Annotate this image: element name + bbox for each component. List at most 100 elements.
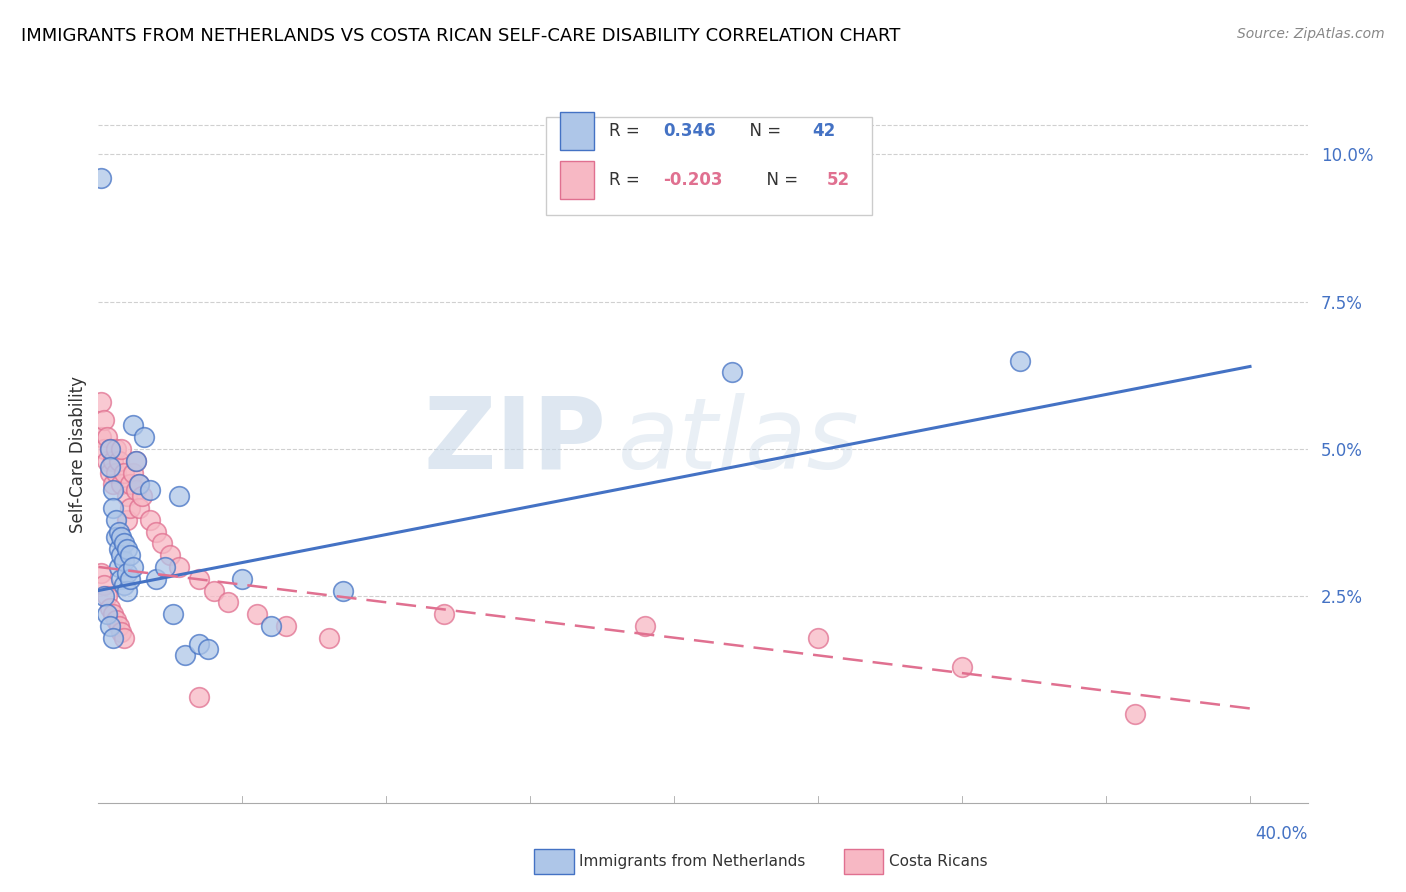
Point — [120, 477, 142, 491]
Text: N =: N = — [740, 122, 786, 140]
Point — [110, 548, 132, 562]
Point — [96, 454, 118, 468]
Point — [1123, 707, 1146, 722]
Point — [153, 560, 176, 574]
Text: Costa Ricans: Costa Ricans — [889, 855, 987, 869]
Point — [128, 477, 150, 491]
Point — [128, 477, 150, 491]
Point — [110, 531, 132, 545]
Point — [202, 583, 225, 598]
Point — [112, 577, 135, 591]
Point — [125, 454, 148, 468]
Point — [98, 601, 121, 615]
Point — [98, 459, 121, 474]
Point — [90, 430, 112, 444]
Text: Immigrants from Netherlands: Immigrants from Netherlands — [579, 855, 806, 869]
Point — [145, 524, 167, 539]
Point — [112, 631, 135, 645]
Point — [115, 566, 138, 580]
Text: atlas: atlas — [619, 392, 860, 490]
Point — [107, 542, 129, 557]
Point — [120, 500, 142, 515]
Point — [197, 642, 219, 657]
Point — [112, 466, 135, 480]
Text: IMMIGRANTS FROM NETHERLANDS VS COSTA RICAN SELF-CARE DISABILITY CORRELATION CHAR: IMMIGRANTS FROM NETHERLANDS VS COSTA RIC… — [21, 27, 900, 45]
Text: 40.0%: 40.0% — [1256, 825, 1308, 843]
Point — [101, 631, 124, 645]
Point — [98, 442, 121, 456]
Point — [112, 536, 135, 550]
Bar — [561, 112, 595, 150]
Text: 52: 52 — [827, 170, 849, 189]
Text: Source: ZipAtlas.com: Source: ZipAtlas.com — [1237, 27, 1385, 41]
Point — [634, 619, 657, 633]
Point — [188, 572, 211, 586]
Point — [110, 572, 132, 586]
Point — [274, 619, 297, 633]
Point — [104, 531, 127, 545]
Point — [101, 483, 124, 498]
Point — [104, 442, 127, 456]
Bar — [546, 118, 872, 215]
Point — [122, 560, 145, 574]
Point — [112, 554, 135, 568]
Bar — [561, 161, 595, 199]
Point — [93, 577, 115, 591]
Point — [125, 454, 148, 468]
Point — [93, 442, 115, 456]
Point — [110, 442, 132, 456]
Point — [122, 466, 145, 480]
Point — [120, 548, 142, 562]
Point — [90, 566, 112, 580]
Point — [107, 454, 129, 468]
Point — [433, 607, 456, 621]
Point — [217, 595, 239, 609]
Point — [120, 572, 142, 586]
Point — [90, 395, 112, 409]
Point — [131, 489, 153, 503]
Point — [188, 690, 211, 704]
Point — [107, 524, 129, 539]
Point — [96, 590, 118, 604]
Point — [167, 489, 190, 503]
Point — [115, 542, 138, 557]
Text: R =: R = — [609, 122, 645, 140]
Point — [246, 607, 269, 621]
Point — [139, 513, 162, 527]
Point — [231, 572, 253, 586]
Point — [950, 660, 973, 674]
Point — [98, 442, 121, 456]
Text: R =: R = — [609, 170, 645, 189]
Point — [110, 624, 132, 639]
Point — [162, 607, 184, 621]
Point — [260, 619, 283, 633]
Point — [107, 619, 129, 633]
Point — [104, 466, 127, 480]
Text: ZIP: ZIP — [423, 392, 606, 490]
Point — [93, 590, 115, 604]
Point — [93, 412, 115, 426]
Point — [115, 489, 138, 503]
Point — [90, 170, 112, 185]
Point — [807, 631, 830, 645]
Point — [167, 560, 190, 574]
Point — [145, 572, 167, 586]
Point — [173, 648, 195, 663]
Point — [150, 536, 173, 550]
Text: -0.203: -0.203 — [664, 170, 723, 189]
Y-axis label: Self-Care Disability: Self-Care Disability — [69, 376, 87, 533]
Point — [134, 430, 156, 444]
Point — [107, 560, 129, 574]
Point — [125, 483, 148, 498]
Point — [139, 483, 162, 498]
Point — [122, 418, 145, 433]
Point — [104, 513, 127, 527]
Point — [96, 607, 118, 621]
Point — [115, 513, 138, 527]
Point — [1008, 353, 1031, 368]
Text: 42: 42 — [811, 122, 835, 140]
Text: 0.346: 0.346 — [664, 122, 716, 140]
Point — [101, 607, 124, 621]
Point — [104, 613, 127, 627]
Point — [318, 631, 340, 645]
